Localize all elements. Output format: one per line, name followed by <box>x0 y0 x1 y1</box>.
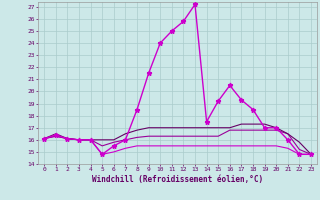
X-axis label: Windchill (Refroidissement éolien,°C): Windchill (Refroidissement éolien,°C) <box>92 175 263 184</box>
